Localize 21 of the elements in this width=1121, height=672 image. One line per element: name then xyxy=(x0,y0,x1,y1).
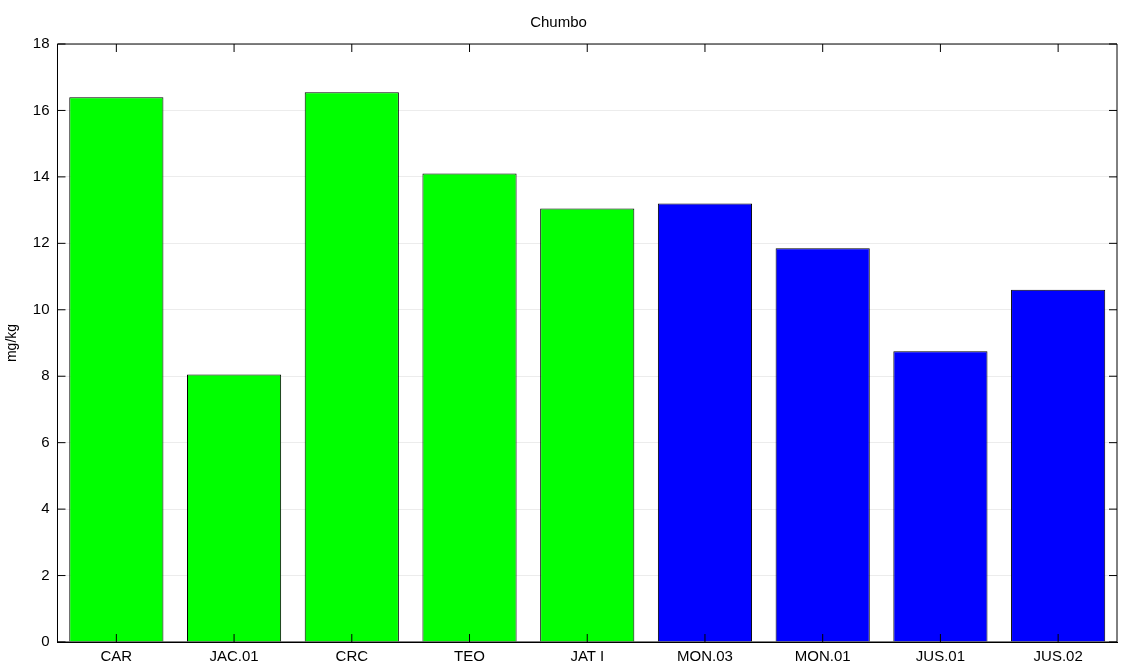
x-tick-label: JUS.02 xyxy=(1033,647,1083,665)
y-tick-label: 18 xyxy=(32,34,50,52)
x-tick-label: MON.01 xyxy=(794,647,851,665)
y-tick-label: 10 xyxy=(32,299,50,317)
y-tick-label: 6 xyxy=(41,432,50,450)
chart-title: Chumbo xyxy=(530,13,587,31)
x-tick-label: CRC xyxy=(335,647,369,665)
x-tick-label: JAT I xyxy=(570,647,605,665)
x-tick-label: MON.03 xyxy=(677,647,733,665)
y-tick-label: 16 xyxy=(32,100,50,118)
y-axis-title: mg/kg xyxy=(3,323,20,363)
y-tick-label: 12 xyxy=(32,233,50,251)
x-tick-label: CAR xyxy=(100,647,133,665)
y-tick-label: 8 xyxy=(41,366,50,384)
y-tick-label: 4 xyxy=(41,499,50,517)
y-tick-label: 2 xyxy=(41,565,50,583)
x-tick-label: JAC.01 xyxy=(209,647,259,665)
x-tick-label: JUS.01 xyxy=(915,647,966,665)
y-tick-label: 14 xyxy=(32,167,50,185)
y-tick-label: 0 xyxy=(41,632,50,650)
x-tick-label: TEO xyxy=(454,647,485,665)
